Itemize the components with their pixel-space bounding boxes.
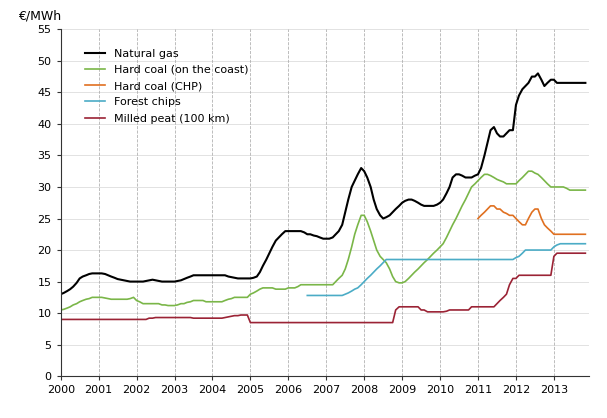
Milled peat (100 km): [247, 320, 254, 325]
Hard coal (CHP): [557, 232, 564, 237]
Hard coal (CHP): [503, 211, 510, 216]
Forest chips: [582, 241, 589, 246]
Natural gas: [534, 71, 541, 76]
Forest chips: [550, 245, 557, 250]
Natural gas: [320, 236, 327, 241]
Hard coal (on the coast): [525, 169, 532, 174]
Milled peat (100 km): [405, 304, 412, 309]
Milled peat (100 km): [554, 251, 561, 256]
Hard coal (CHP): [506, 213, 513, 218]
Hard coal (CHP): [563, 232, 570, 237]
Hard coal (CHP): [500, 210, 507, 215]
Hard coal (on the coast): [326, 282, 333, 287]
Hard coal (CHP): [525, 216, 532, 221]
Hard coal (CHP): [560, 232, 567, 237]
Hard coal (CHP): [519, 222, 526, 227]
Milled peat (100 km): [244, 313, 251, 318]
Hard coal (CHP): [475, 216, 482, 221]
Hard coal (CHP): [548, 229, 555, 234]
Milled peat (100 km): [130, 317, 137, 322]
Hard coal (on the coast): [320, 282, 327, 287]
Natural gas: [326, 236, 333, 241]
Hard coal (CHP): [554, 232, 561, 237]
Hard coal (on the coast): [582, 188, 589, 193]
Forest chips: [332, 293, 339, 298]
Hard coal (CHP): [569, 232, 577, 237]
Hard coal (CHP): [512, 216, 520, 221]
Line: Forest chips: Forest chips: [307, 244, 585, 296]
Forest chips: [446, 257, 453, 262]
Hard coal (CHP): [572, 232, 580, 237]
Milled peat (100 km): [126, 317, 134, 322]
Natural gas: [130, 279, 137, 284]
Natural gas: [582, 80, 589, 85]
Hard coal (CHP): [522, 222, 529, 227]
Hard coal (CHP): [582, 232, 589, 237]
Hard coal (CHP): [515, 219, 523, 224]
Hard coal (CHP): [478, 213, 485, 218]
Hard coal (CHP): [575, 232, 583, 237]
Forest chips: [339, 293, 346, 298]
Hard coal (CHP): [497, 206, 504, 212]
Line: Milled peat (100 km): Milled peat (100 km): [61, 253, 585, 323]
Hard coal (CHP): [566, 232, 574, 237]
Hard coal (on the coast): [244, 295, 251, 300]
Forest chips: [304, 293, 311, 298]
Hard coal (CHP): [534, 206, 541, 212]
Hard coal (CHP): [493, 206, 501, 212]
Hard coal (CHP): [481, 210, 488, 215]
Milled peat (100 km): [57, 317, 64, 322]
Hard coal (on the coast): [130, 295, 137, 300]
Milled peat (100 km): [329, 320, 336, 325]
Hard coal (CHP): [528, 210, 535, 215]
Hard coal (CHP): [531, 206, 538, 212]
Line: Hard coal (on the coast): Hard coal (on the coast): [61, 171, 585, 310]
Hard coal (CHP): [487, 204, 494, 209]
Hard coal (on the coast): [126, 296, 134, 301]
Hard coal (CHP): [509, 213, 517, 218]
Natural gas: [57, 292, 64, 297]
Forest chips: [557, 241, 564, 246]
Text: €/MWh: €/MWh: [18, 9, 61, 22]
Line: Natural gas: Natural gas: [61, 74, 585, 294]
Hard coal (CHP): [541, 222, 548, 227]
Legend: Natural gas, Hard coal (on the coast), Hard coal (CHP), Forest chips, Milled pea: Natural gas, Hard coal (on the coast), H…: [82, 45, 252, 127]
Forest chips: [361, 279, 368, 284]
Natural gas: [402, 198, 409, 203]
Hard coal (CHP): [544, 225, 551, 230]
Milled peat (100 km): [323, 320, 330, 325]
Hard coal (CHP): [578, 232, 586, 237]
Hard coal (CHP): [550, 232, 557, 237]
Hard coal (on the coast): [402, 279, 409, 284]
Line: Hard coal (CHP): Hard coal (CHP): [478, 206, 585, 234]
Forest chips: [411, 257, 418, 262]
Natural gas: [126, 279, 134, 284]
Hard coal (CHP): [484, 206, 491, 212]
Hard coal (on the coast): [57, 308, 64, 313]
Milled peat (100 km): [582, 251, 589, 256]
Hard coal (CHP): [490, 204, 498, 209]
Natural gas: [244, 276, 251, 281]
Hard coal (CHP): [538, 216, 545, 221]
